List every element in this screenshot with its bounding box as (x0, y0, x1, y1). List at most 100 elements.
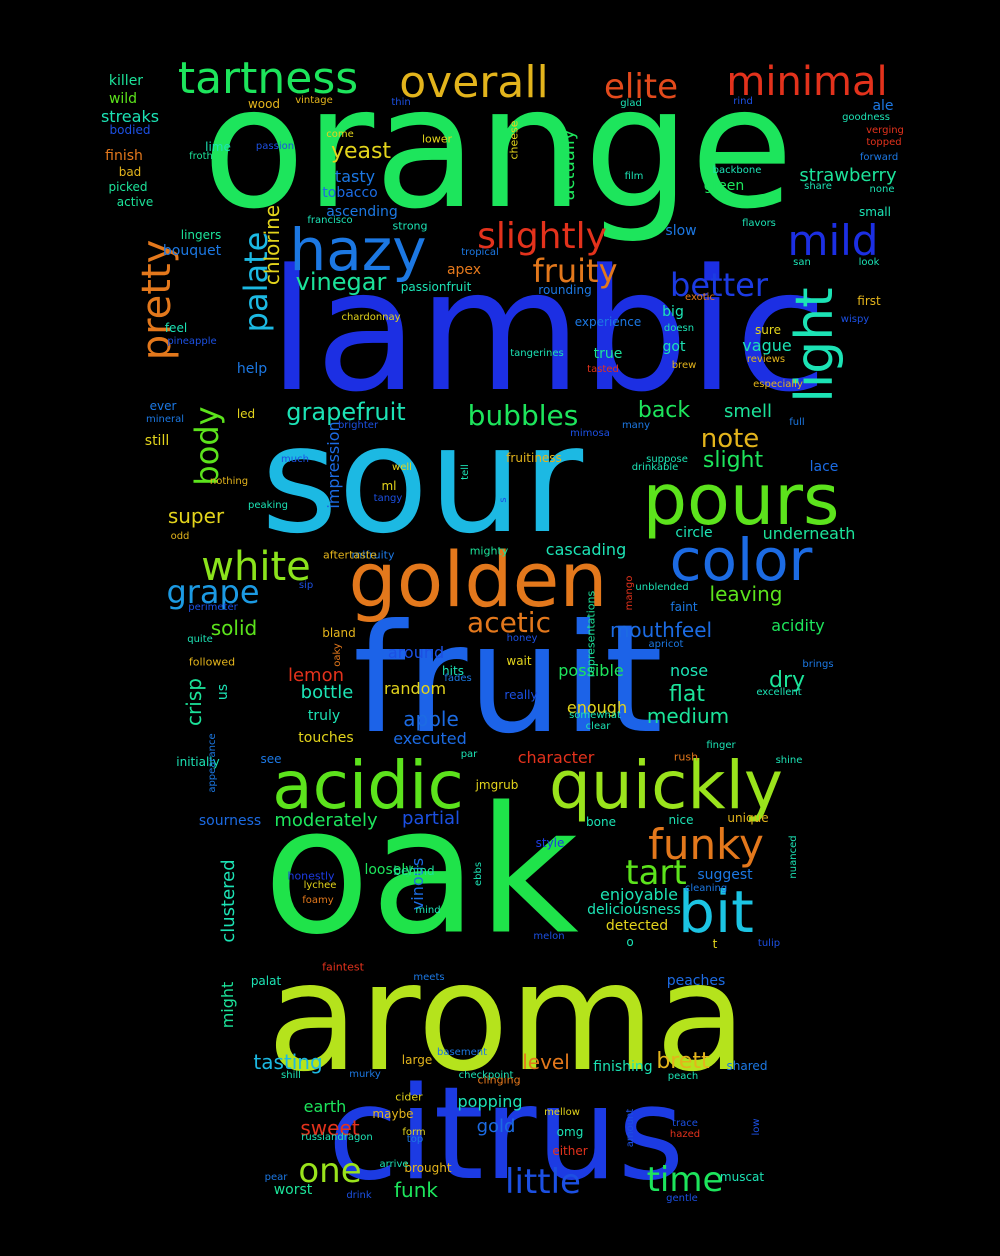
cloud-word: melon (533, 931, 565, 942)
cloud-word: fades (444, 673, 472, 684)
cloud-word: well (392, 462, 412, 473)
cloud-word: mimosa (570, 428, 610, 439)
cloud-word: nice (668, 813, 694, 827)
cloud-word: honey (506, 633, 538, 644)
cloud-word: tasted (587, 364, 619, 375)
cloud-word: francisco (307, 215, 353, 226)
cloud-word: san (793, 257, 811, 268)
cloud-word: green (703, 178, 745, 194)
cloud-word: tasting (253, 1050, 323, 1074)
cloud-word: thin (391, 97, 411, 108)
cloud-word: impression (324, 421, 343, 509)
cloud-word: ale (872, 98, 894, 114)
cloud-word: funk (394, 1178, 438, 1202)
cloud-word: meets (413, 972, 445, 983)
cloud-word: clustered (218, 859, 239, 943)
cloud-word: dry (768, 668, 806, 693)
cloud-word: look (858, 257, 880, 268)
cloud-word: sip (298, 580, 314, 591)
cloud-word: clinging (477, 1073, 521, 1087)
cloud-word: vintage (295, 95, 333, 106)
cloud-word: doesn (663, 323, 695, 334)
cloud-word: tart (625, 853, 687, 893)
cloud-word: hazy (289, 216, 427, 284)
cloud-word: finish (105, 148, 143, 164)
cloud-word: sure (755, 323, 781, 337)
cloud-word: still (144, 433, 170, 449)
cloud-word: time (646, 1160, 724, 1200)
cloud-word: vinegar (295, 268, 387, 296)
cloud-word: finishing (593, 1059, 653, 1075)
cloud-word: suggest (697, 867, 753, 883)
cloud-word: vague (742, 336, 792, 355)
cloud-word: mellow (544, 1107, 580, 1118)
cloud-word: tropical (461, 247, 499, 258)
cloud-word: fruitiness (506, 451, 562, 465)
cloud-word: cascading (545, 540, 627, 559)
cloud-word: apex (446, 262, 482, 278)
cloud-word: russiandragon (301, 1132, 373, 1143)
cloud-word: flat (669, 682, 705, 707)
cloud-word: quite (187, 634, 213, 645)
cloud-word: hazed (669, 1129, 701, 1140)
cloud-word: cheese (507, 120, 521, 160)
cloud-word: initially (176, 755, 220, 769)
cloud-word: moderately (274, 810, 378, 831)
cloud-word: drinkable (631, 462, 679, 473)
cloud-word: shared (726, 1059, 768, 1073)
cloud-word: trace (672, 1118, 698, 1129)
cloud-word: one (298, 1151, 362, 1191)
cloud-word: acetic (467, 606, 551, 639)
cloud-word: mineral (145, 414, 185, 425)
cloud-word: picked (108, 180, 148, 194)
cloud-word: wood (247, 97, 281, 111)
cloud-word: lemon (287, 665, 345, 686)
cloud-word: acidity (771, 616, 825, 635)
cloud-word: executed (393, 729, 467, 748)
cloud-word: backbone (712, 165, 762, 176)
cloud-word: might (218, 981, 237, 1029)
cloud-word: top (406, 1134, 424, 1145)
cloud-word: mouthfeel (609, 618, 713, 642)
cloud-word: mlfruity (351, 548, 395, 562)
cloud-word: elite (603, 67, 679, 107)
cloud-word: note (700, 424, 760, 454)
cloud-word: low (751, 1118, 762, 1136)
cloud-word: lime (205, 140, 231, 154)
cloud-word: tartness (177, 53, 359, 104)
cloud-word: big (662, 304, 684, 320)
cloud-word: touches (298, 730, 354, 746)
cloud-word: par (460, 749, 478, 760)
cloud-word: brought (404, 1161, 452, 1175)
cloud-word: faint (670, 600, 698, 614)
cloud-word: pineapple (167, 336, 217, 347)
cloud-word: ml (381, 479, 397, 493)
cloud-word: ever (149, 399, 177, 413)
cloud-word: nuanced (788, 835, 799, 879)
cloud-word: forward (859, 152, 899, 163)
cloud-word: true (593, 346, 623, 362)
cloud-word: much (281, 454, 309, 465)
cloud-word: better (670, 266, 768, 304)
cloud-word: slightly (477, 216, 607, 257)
cloud-word: brett (656, 1049, 710, 1074)
cloud-word: sweet (300, 1116, 360, 1140)
cloud-word: citrus (327, 1060, 685, 1209)
cloud-word: bottle (300, 682, 354, 703)
cloud-word: random (383, 679, 447, 698)
cloud-word: ascending (326, 204, 398, 220)
cloud-word: form (402, 1127, 426, 1138)
cloud-word: bouquet (162, 243, 222, 259)
cloud-word: bone (586, 815, 616, 829)
cloud-word: medium (646, 704, 730, 728)
cloud-word: tobacco (322, 185, 378, 201)
cloud-word: jmgrub (475, 778, 519, 792)
cloud-word: truly (307, 708, 341, 724)
cloud-word: us (215, 683, 231, 701)
cloud-word: peaking (248, 500, 288, 511)
cloud-word: aroma (266, 931, 748, 1105)
cloud-word: lychee (303, 880, 337, 891)
cloud-word: shill (281, 1070, 301, 1081)
cloud-word: suppose (646, 454, 688, 465)
cloud-word: apricot (648, 639, 684, 650)
